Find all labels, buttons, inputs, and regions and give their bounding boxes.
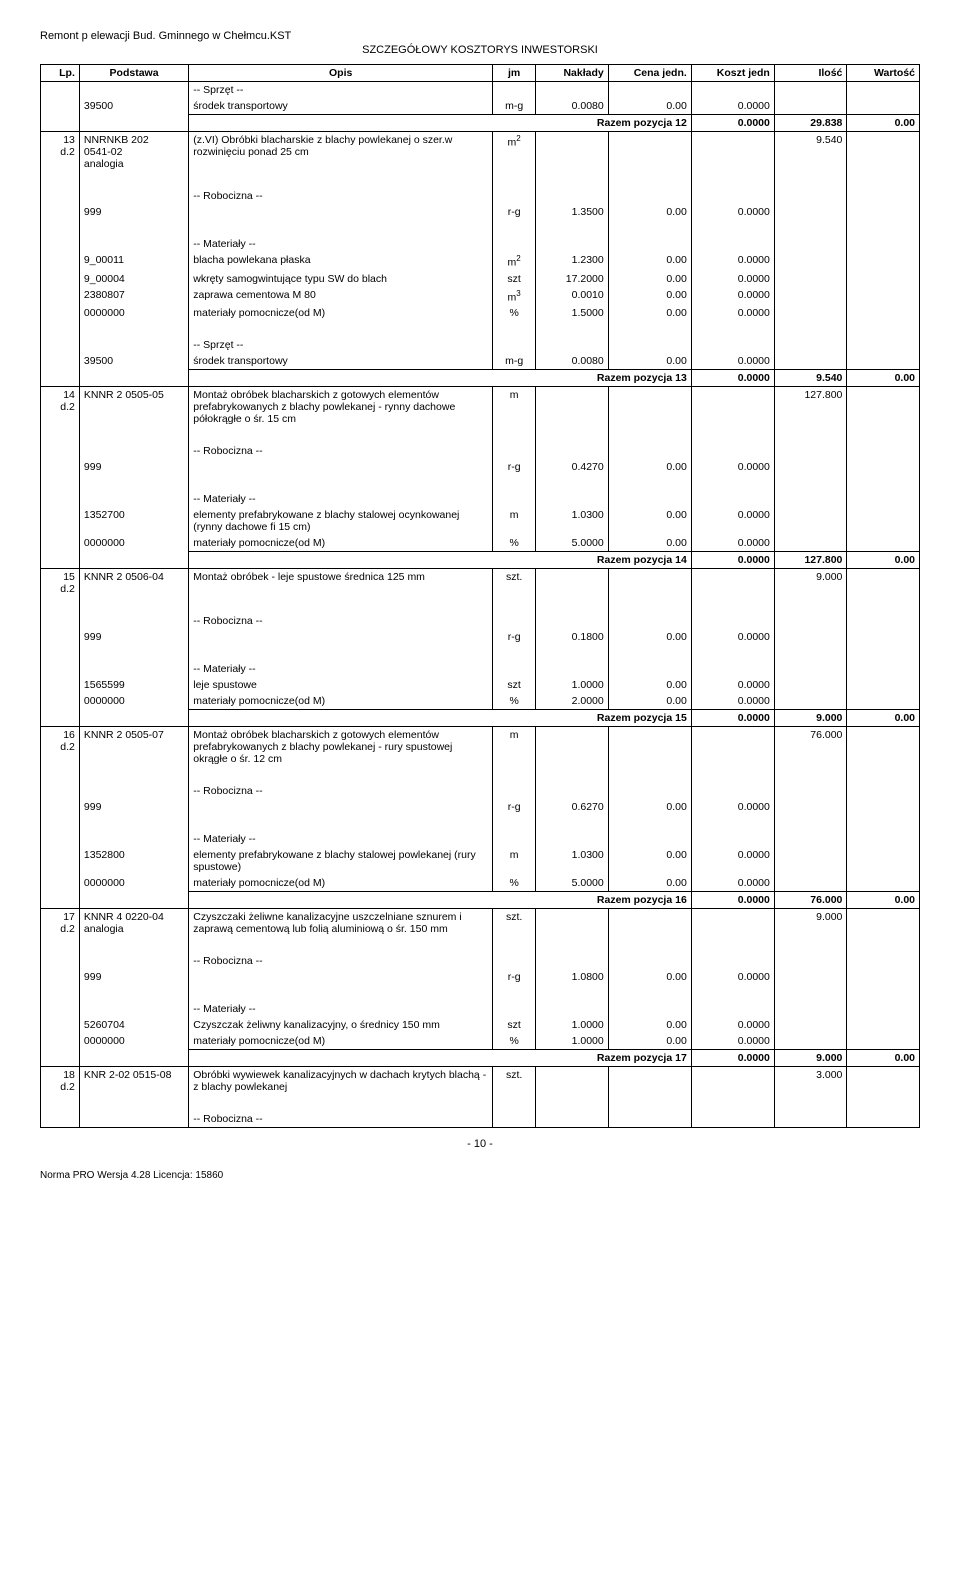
table-row: -- Materiały -- bbox=[41, 491, 920, 507]
col-wartosc: Wartość bbox=[847, 65, 920, 82]
table-row: -- Materiały -- bbox=[41, 831, 920, 847]
table-row bbox=[41, 1095, 920, 1111]
col-naklady: Nakłady bbox=[536, 65, 609, 82]
table-row: 17d.2KNNR 4 0220-04analogiaCzyszczaki że… bbox=[41, 909, 920, 938]
table-row: 999r-g1.35000.000.0000 bbox=[41, 204, 920, 220]
col-jm: jm bbox=[493, 65, 536, 82]
table-row: 999r-g0.18000.000.0000 bbox=[41, 629, 920, 645]
table-row: Razem pozycja 150.00009.0000.00 bbox=[41, 710, 920, 727]
col-podstawa: Podstawa bbox=[79, 65, 188, 82]
table-row bbox=[41, 172, 920, 188]
table-row: -- Materiały -- bbox=[41, 1001, 920, 1017]
table-row: -- Robocizna -- bbox=[41, 783, 920, 799]
table-row bbox=[41, 985, 920, 1001]
table-row bbox=[41, 427, 920, 443]
table-row: 5260704Czyszczak żeliwny kanalizacyjny, … bbox=[41, 1017, 920, 1033]
table-row: 15d.2KNNR 2 0506-04Montaż obróbek - leje… bbox=[41, 569, 920, 598]
table-row bbox=[41, 597, 920, 613]
table-row: 999r-g1.08000.000.0000 bbox=[41, 969, 920, 985]
col-lp: Lp. bbox=[41, 65, 80, 82]
table-row: -- Robocizna -- bbox=[41, 188, 920, 204]
col-koszt: Koszt jedn bbox=[691, 65, 774, 82]
table-row: -- Robocizna -- bbox=[41, 613, 920, 629]
table-row: 0000000materiały pomocnicze(od M)%2.0000… bbox=[41, 693, 920, 710]
table-row: 0000000materiały pomocnicze(od M)%1.5000… bbox=[41, 305, 920, 321]
table-row: 13d.2NNRNKB 2020541-02analogia(z.VI) Obr… bbox=[41, 132, 920, 173]
table-row: 9_00011blacha powlekana płaskam21.23000.… bbox=[41, 252, 920, 271]
table-row: 39500środek transportowym-g0.00800.000.0… bbox=[41, 98, 920, 115]
table-row: 1352800elementy prefabrykowane z blachy … bbox=[41, 847, 920, 875]
table-row: -- Materiały -- bbox=[41, 661, 920, 677]
page-number: - 10 - bbox=[40, 1138, 920, 1150]
table-row: 14d.2KNNR 2 0505-05Montaż obróbek blacha… bbox=[41, 387, 920, 428]
col-ilosc: Ilość bbox=[774, 65, 847, 82]
table-row: Razem pozycja 140.0000127.8000.00 bbox=[41, 552, 920, 569]
table-row: -- Materiały -- bbox=[41, 236, 920, 252]
table-row: -- Sprzęt -- bbox=[41, 82, 920, 99]
table-row: 1565599leje spustoweszt1.00000.000.0000 bbox=[41, 677, 920, 693]
cost-table: Lp. Podstawa Opis jm Nakłady Cena jedn. … bbox=[40, 64, 920, 1128]
table-row: -- Robocizna -- bbox=[41, 443, 920, 459]
col-opis: Opis bbox=[189, 65, 493, 82]
table-row: 999r-g0.42700.000.0000 bbox=[41, 459, 920, 475]
table-row: 999r-g0.62700.000.0000 bbox=[41, 799, 920, 815]
table-row: Razem pozycja 130.00009.5400.00 bbox=[41, 370, 920, 387]
table-row: Razem pozycja 170.00009.0000.00 bbox=[41, 1050, 920, 1067]
table-row: 16d.2KNNR 2 0505-07Montaż obróbek blacha… bbox=[41, 727, 920, 768]
table-row: -- Sprzęt -- bbox=[41, 337, 920, 353]
col-cena: Cena jedn. bbox=[608, 65, 691, 82]
table-row bbox=[41, 475, 920, 491]
table-row: Razem pozycja 120.000029.8380.00 bbox=[41, 115, 920, 132]
table-row: 18d.2KNR 2-02 0515-08Obróbki wywiewek ka… bbox=[41, 1067, 920, 1096]
table-row bbox=[41, 767, 920, 783]
table-row bbox=[41, 321, 920, 337]
table-header-row: Lp. Podstawa Opis jm Nakłady Cena jedn. … bbox=[41, 65, 920, 82]
table-row: -- Robocizna -- bbox=[41, 1111, 920, 1128]
table-row: -- Robocizna -- bbox=[41, 953, 920, 969]
table-row bbox=[41, 645, 920, 661]
table-row: 0000000materiały pomocnicze(od M)%5.0000… bbox=[41, 535, 920, 552]
table-row bbox=[41, 220, 920, 236]
table-row: 39500środek transportowym-g0.00800.000.0… bbox=[41, 353, 920, 370]
table-row: 2380807zaprawa cementowa M 80m30.00100.0… bbox=[41, 287, 920, 306]
table-row: 0000000materiały pomocnicze(od M)%1.0000… bbox=[41, 1033, 920, 1050]
doc-title-2: SZCZEGÓŁOWY KOSZTORYS INWESTORSKI bbox=[40, 44, 920, 56]
table-row bbox=[41, 937, 920, 953]
table-row: 0000000materiały pomocnicze(od M)%5.0000… bbox=[41, 875, 920, 892]
table-row bbox=[41, 815, 920, 831]
table-row: 1352700elementy prefabrykowane z blachy … bbox=[41, 507, 920, 535]
footer-note: Norma PRO Wersja 4.28 Licencja: 15860 bbox=[40, 1170, 920, 1181]
table-row: Razem pozycja 160.000076.0000.00 bbox=[41, 892, 920, 909]
table-row: 9_00004wkręty samogwintujące typu SW do … bbox=[41, 271, 920, 287]
doc-title-1: Remont p elewacji Bud. Gminnego w Chełmc… bbox=[40, 30, 920, 42]
